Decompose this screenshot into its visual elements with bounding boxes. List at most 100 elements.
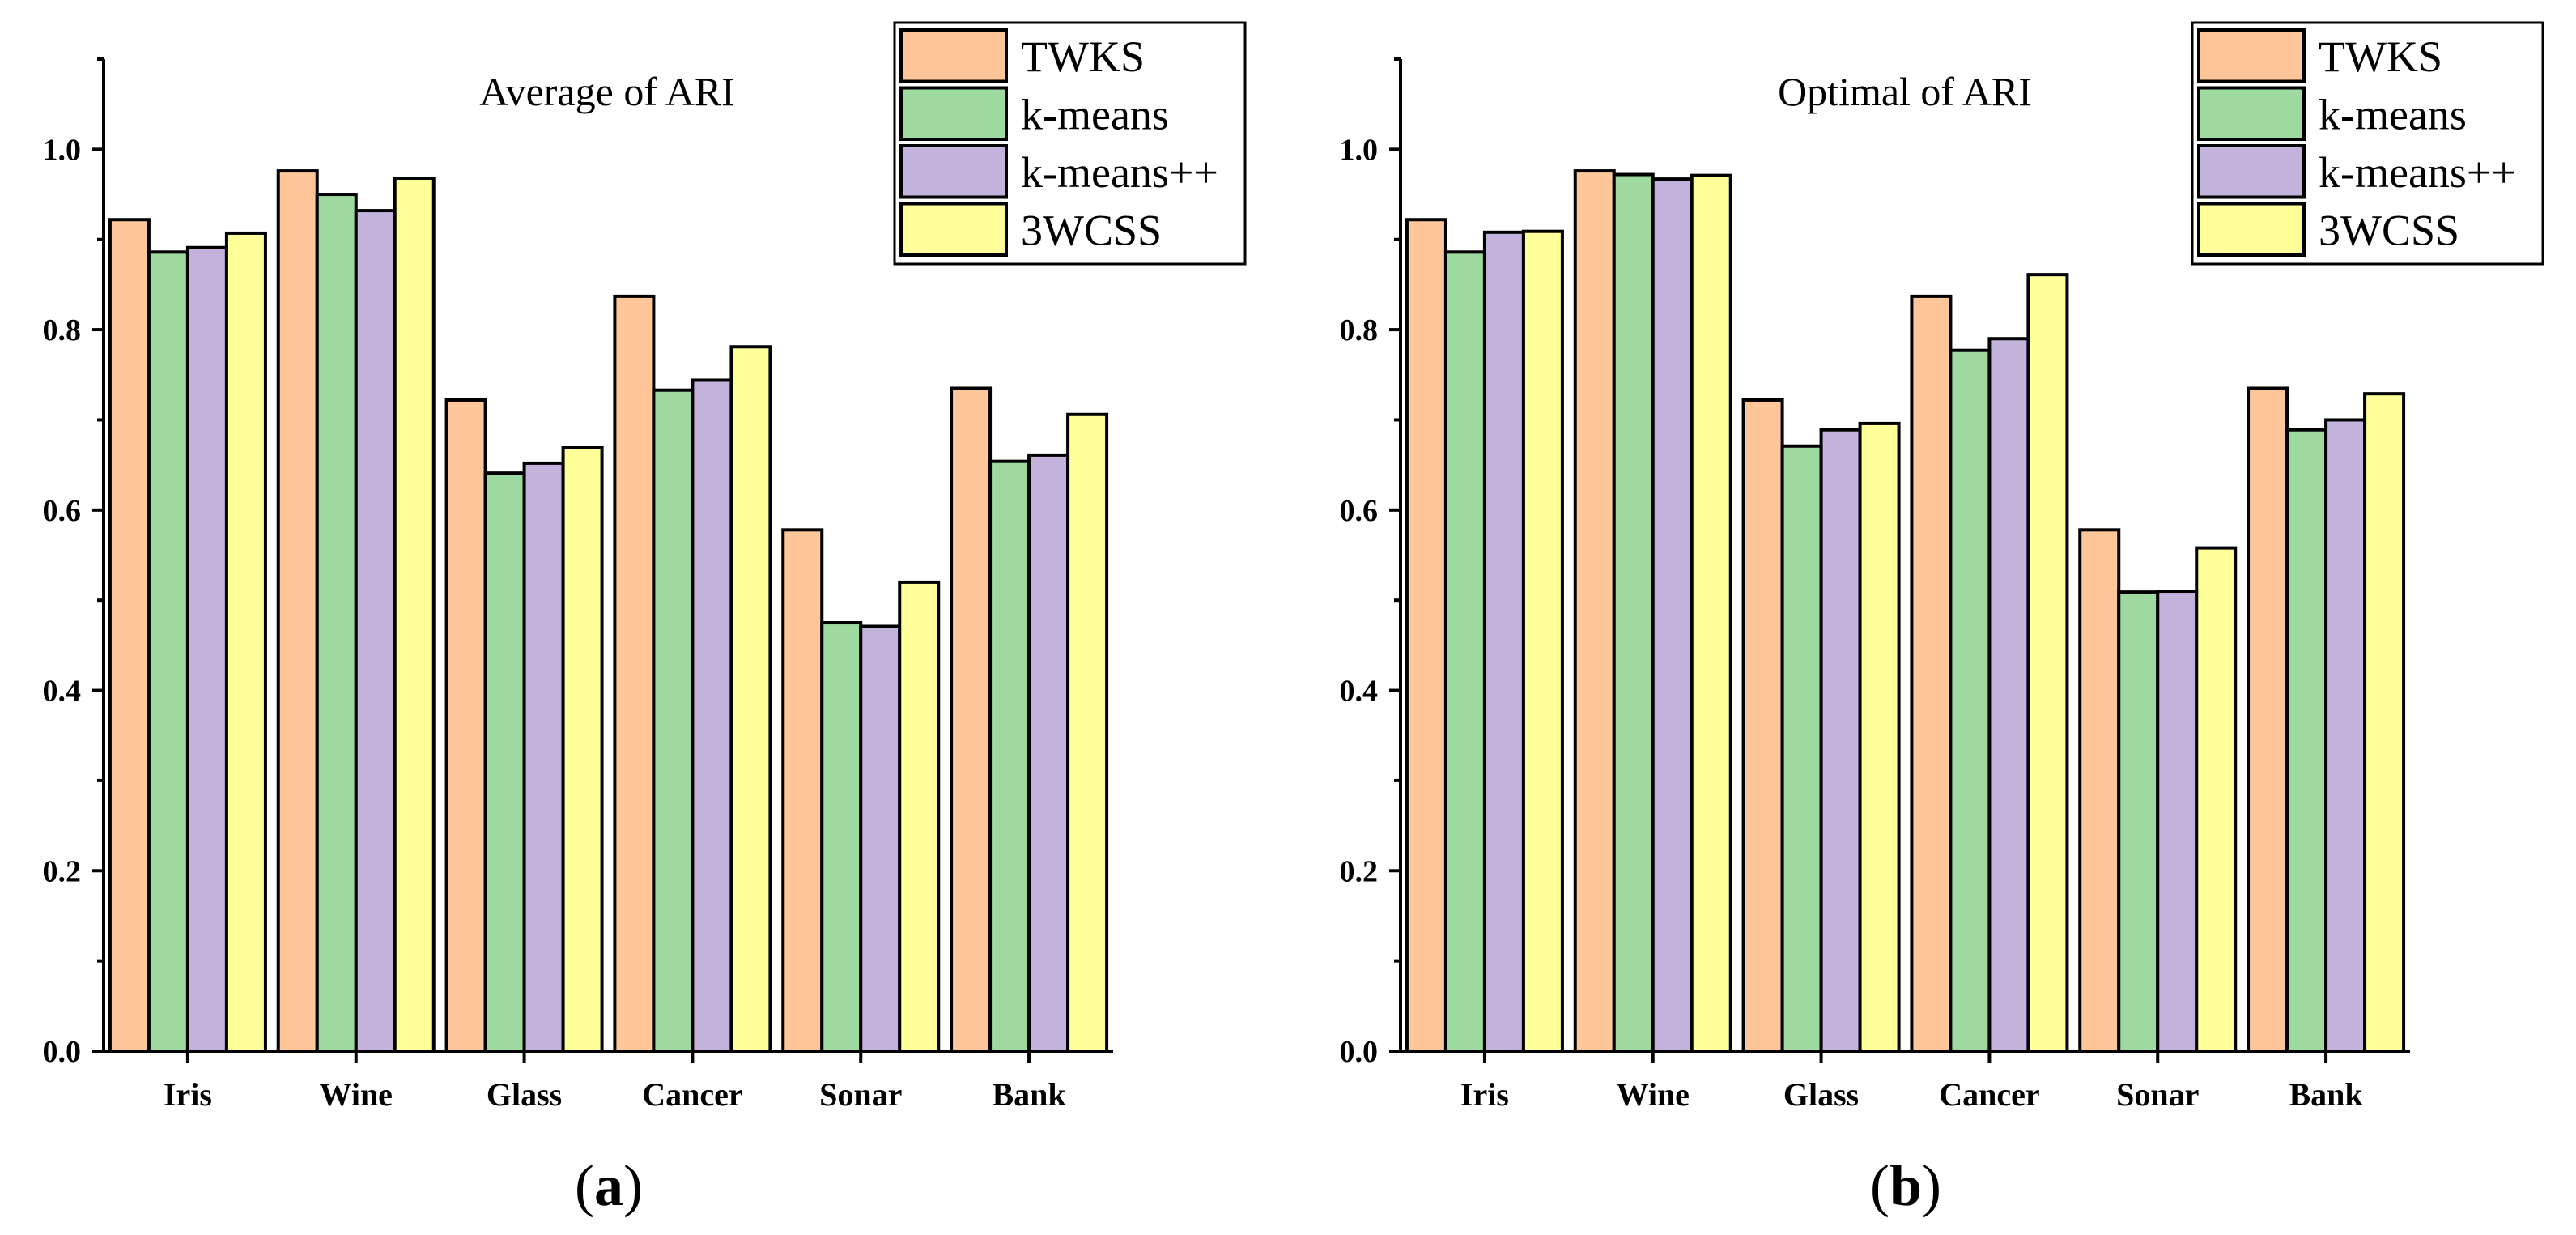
bar-k-meansplusplus-iris <box>1482 230 1525 1053</box>
legend-label-k-meansplusplus: k-means++ <box>1021 148 1218 197</box>
legend-swatch-k-meansplusplus <box>2197 144 2306 199</box>
bar-twks-sonar <box>2078 528 2121 1053</box>
bar-3wcss-cancer <box>729 345 772 1053</box>
bar-k-means-iris <box>147 250 189 1053</box>
y-tick-label: 0.6 <box>43 494 82 528</box>
chart-panel-a: Average of ARI 0.0 0.2 0.4 0.6 0.8 1.0 Iris Win… <box>43 21 1247 1218</box>
y-tick-label: 0.6 <box>1340 494 1379 528</box>
x-tick-label-cancer: Cancer <box>1939 1076 2039 1113</box>
legend: TWKS k-means k-means++ 3WCSS <box>2191 21 2544 266</box>
x-tick-label-sonar: Sonar <box>819 1076 902 1113</box>
y-tick-label: 0.2 <box>43 854 82 888</box>
bar-3wcss-bank <box>1066 412 1109 1054</box>
y-tick-label: 0.8 <box>43 313 82 347</box>
bar-k-meansplusplus-iris <box>185 245 228 1053</box>
x-tick-label-bank: Bank <box>2289 1076 2363 1113</box>
bar-twks-cancer <box>1910 294 1953 1053</box>
legend-swatch-k-meansplusplus <box>899 144 1008 199</box>
axes: 0.0 0.2 0.4 0.6 0.8 1.0 Iris Wine Glass Cancer Son… <box>43 57 1113 1113</box>
legend-swatch-twks <box>899 28 1008 83</box>
legend-label-twks: TWKS <box>1021 32 1145 81</box>
x-tick-label-iris: Iris <box>1460 1076 1509 1113</box>
bar-twks-sonar <box>781 528 824 1053</box>
bar-k-meansplusplus-wine <box>1651 177 1694 1053</box>
x-tick-label-glass: Glass <box>1783 1076 1859 1113</box>
bar-twks-wine <box>1573 169 1616 1053</box>
chart-title: Optimal of ARI <box>1778 69 2032 114</box>
bar-k-means-cancer <box>652 388 695 1054</box>
bar-k-means-bank <box>2285 428 2328 1053</box>
bar-k-meansplusplus-glass <box>522 461 565 1053</box>
bar-k-meansplusplus-sonar <box>859 624 902 1053</box>
x-tick-label-cancer: Cancer <box>642 1076 742 1113</box>
bar-k-meansplusplus-bank <box>2324 418 2367 1053</box>
y-tick-label: 0.8 <box>1340 313 1379 347</box>
chart-panel-b: Optimal of ARI 0.0 0.2 0.4 0.6 0.8 1.0 Iris Win… <box>1340 21 2544 1218</box>
bar-twks-bank <box>950 386 993 1053</box>
y-tick-label: 1.0 <box>1340 133 1379 167</box>
legend-label-3wcss: 3WCSS <box>2319 206 2459 254</box>
bar-k-means-iris <box>1443 250 1486 1053</box>
bar-3wcss-bank <box>2363 392 2406 1053</box>
legend-swatch-k-means <box>2197 86 2306 141</box>
bar-3wcss-glass <box>561 445 604 1053</box>
bar-3wcss-sonar <box>898 580 941 1053</box>
x-tick-label-wine: Wine <box>1617 1076 1690 1113</box>
bar-twks-cancer <box>613 294 656 1053</box>
bar-k-means-sonar <box>2117 590 2160 1053</box>
bar-3wcss-cancer <box>2026 273 2069 1053</box>
legend-label-k-means: k-means <box>1021 90 1169 138</box>
y-tick-label: 0.0 <box>43 1035 82 1069</box>
bar-3wcss-wine <box>393 177 436 1053</box>
bars-group <box>1405 169 2406 1054</box>
legend-swatch-twks <box>2197 28 2306 83</box>
bar-k-meansplusplus-cancer <box>691 378 733 1054</box>
legend-swatch-3wcss <box>899 202 1008 257</box>
bar-k-means-sonar <box>820 621 863 1053</box>
bar-k-meansplusplus-wine <box>354 209 397 1053</box>
x-tick-label-glass: Glass <box>487 1076 562 1113</box>
figure-caption-a: (a) <box>575 1153 643 1218</box>
x-tick-label-sonar: Sonar <box>2116 1076 2199 1113</box>
bar-3wcss-sonar <box>2195 546 2238 1053</box>
bar-k-means-glass <box>483 471 526 1053</box>
legend: TWKS k-means k-means++ 3WCSS <box>893 21 1247 266</box>
bar-k-means-bank <box>988 459 1031 1053</box>
caption-letter: b <box>1889 1153 1922 1218</box>
bar-twks-wine <box>276 169 319 1053</box>
caption-letter: a <box>594 1153 623 1218</box>
y-tick-label: 0.4 <box>1340 675 1379 709</box>
legend-label-k-meansplusplus: k-means++ <box>2319 148 2516 197</box>
legend-swatch-3wcss <box>2197 202 2306 257</box>
bar-twks-glass <box>1741 398 1784 1054</box>
legend-label-k-means: k-means <box>2319 90 2467 138</box>
x-tick-label-iris: Iris <box>164 1076 212 1113</box>
bars-group <box>108 169 1109 1054</box>
bar-twks-bank <box>2247 386 2289 1053</box>
bar-k-means-wine <box>315 193 358 1054</box>
y-tick-label: 1.0 <box>43 133 82 167</box>
bar-twks-iris <box>108 218 151 1053</box>
x-tick-label-wine: Wine <box>320 1076 393 1113</box>
bar-twks-glass <box>444 398 487 1054</box>
legend-label-twks: TWKS <box>2319 32 2442 81</box>
bar-3wcss-wine <box>1690 173 1732 1054</box>
y-tick-label: 0.0 <box>1340 1035 1379 1069</box>
bar-k-meansplusplus-glass <box>1819 428 1862 1053</box>
bar-k-meansplusplus-bank <box>1027 453 1070 1053</box>
bar-3wcss-iris <box>1521 229 1564 1054</box>
x-tick-label-bank: Bank <box>992 1076 1066 1113</box>
bar-k-meansplusplus-cancer <box>1987 337 2030 1053</box>
bar-k-means-wine <box>1612 172 1655 1054</box>
bar-k-means-glass <box>1780 444 1823 1053</box>
bar-3wcss-glass <box>1858 421 1901 1053</box>
legend-label-3wcss: 3WCSS <box>1021 206 1162 254</box>
y-tick-label: 0.2 <box>1340 854 1379 888</box>
legend-swatch-k-means <box>899 86 1008 141</box>
bar-k-meansplusplus-sonar <box>2156 590 2199 1053</box>
bar-k-means-cancer <box>1949 348 1992 1054</box>
axes: 0.0 0.2 0.4 0.6 0.8 1.0 Iris Wine Glass Cancer Son… <box>1340 57 2410 1113</box>
y-tick-label: 0.4 <box>43 675 82 709</box>
figure-caption-b: (b) <box>1870 1153 1941 1218</box>
